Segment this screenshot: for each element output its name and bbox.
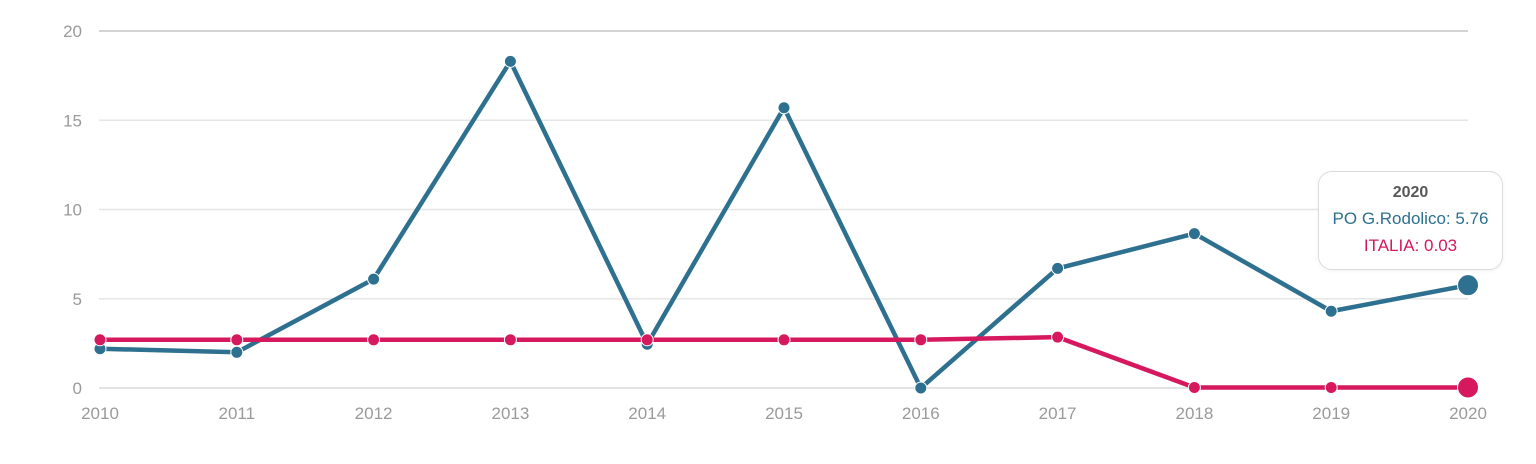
y-tick-label: 10 <box>63 201 82 220</box>
data-point-marker-po-g-rodolico[interactable] <box>1324 304 1338 318</box>
x-tick-label: 2018 <box>1175 404 1213 423</box>
tooltip: 2020 PO G.Rodolico: 5.76 ITALIA: 0.03 <box>1318 171 1503 270</box>
x-tick-label: 2013 <box>491 404 529 423</box>
data-point-marker-italia[interactable] <box>230 333 244 347</box>
data-point-marker-italia[interactable] <box>777 333 791 347</box>
data-point-marker-italia[interactable] <box>503 333 517 347</box>
x-tick-label: 2011 <box>219 404 256 423</box>
x-tick-label: 2017 <box>1039 404 1077 423</box>
y-tick-label: 20 <box>63 22 82 41</box>
data-point-marker-po-g-rodolico[interactable] <box>777 101 791 115</box>
x-tick-label: 2019 <box>1312 404 1350 423</box>
data-point-marker-italia[interactable] <box>367 333 381 347</box>
data-point-marker-po-g-rodolico[interactable] <box>914 381 928 395</box>
y-tick-label: 5 <box>73 290 82 309</box>
data-point-marker-po-g-rodolico[interactable] <box>367 272 381 286</box>
x-tick-label: 2014 <box>628 404 666 423</box>
x-tick-label: 2016 <box>902 404 940 423</box>
highlighted-data-point-marker-po-g-rodolico[interactable] <box>1457 274 1479 297</box>
data-point-marker-po-g-rodolico[interactable] <box>230 345 244 359</box>
data-point-marker-italia[interactable] <box>640 333 654 347</box>
data-point-marker-po-g-rodolico[interactable] <box>503 54 517 68</box>
data-point-marker-italia[interactable] <box>93 333 107 347</box>
highlighted-data-point-marker-italia[interactable] <box>1457 376 1479 399</box>
tooltip-year: 2020 <box>1392 183 1429 201</box>
data-point-marker-po-g-rodolico[interactable] <box>1187 227 1201 241</box>
data-point-marker-italia[interactable] <box>1051 330 1065 344</box>
tooltip-row-po-g-rodolico: PO G.Rodolico: 5.76 <box>1332 208 1489 228</box>
x-tick-label: 2012 <box>355 404 393 423</box>
data-point-marker-po-g-rodolico[interactable] <box>1051 261 1065 275</box>
y-tick-label: 0 <box>73 379 82 398</box>
data-point-marker-italia[interactable] <box>1324 380 1338 394</box>
x-tick-label: 2010 <box>81 404 119 423</box>
x-tick-label: 2020 <box>1449 404 1487 423</box>
tooltip-row-italia: ITALIA: 0.03 <box>1363 235 1458 255</box>
data-point-marker-italia[interactable] <box>1187 380 1201 394</box>
x-tick-label: 2015 <box>765 404 803 423</box>
data-point-marker-italia[interactable] <box>914 333 928 347</box>
y-tick-label: 15 <box>63 111 82 130</box>
